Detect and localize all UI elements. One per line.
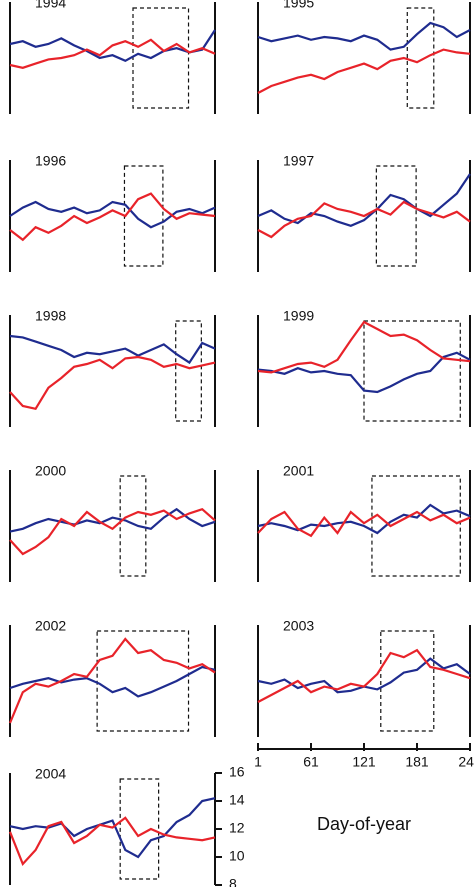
panel-title: 2001 (283, 463, 314, 479)
panel-title: 1998 (35, 308, 66, 324)
highlight-window (119, 778, 160, 880)
series-line (257, 48, 471, 94)
x-tick-label: 181 (405, 754, 429, 770)
series-line (9, 507, 216, 533)
highlight-window (96, 630, 190, 732)
series-line (9, 665, 216, 698)
highlight-window (363, 320, 461, 422)
panel-title: 2000 (35, 463, 66, 479)
series-line (8, 816, 216, 867)
series-line (9, 38, 216, 69)
y-tick-label: 12 (229, 820, 245, 836)
series-line (9, 355, 216, 411)
x-tick-label: 241 (458, 754, 474, 770)
panel-title: 1997 (283, 153, 314, 169)
highlight-window (175, 320, 202, 422)
series-line (257, 510, 471, 538)
highlight-window (371, 475, 461, 577)
panel-title: 2003 (283, 618, 314, 634)
series-line (9, 29, 216, 63)
series-line (257, 21, 471, 51)
series-line (257, 173, 471, 227)
panel-title: 2002 (35, 618, 66, 634)
highlight-window (380, 630, 435, 732)
y-tick-label: 14 (229, 792, 245, 808)
x-tick-label: 121 (352, 754, 376, 770)
series-line (257, 200, 471, 239)
series-line (9, 192, 216, 242)
highlight-window (132, 7, 190, 109)
highlight-window (123, 165, 164, 267)
series-line (8, 637, 216, 724)
panel-title: 1994 (35, 0, 66, 11)
y-tick-label: 10 (229, 848, 245, 864)
y-tick-label: 8 (229, 876, 237, 887)
x-tick-label: 61 (303, 754, 319, 770)
panel-title: 2004 (35, 766, 66, 782)
series-line (9, 797, 216, 859)
panel-title: 1995 (283, 0, 314, 11)
series-line (9, 507, 216, 556)
series-line (257, 320, 471, 374)
y-tick-label: 16 (229, 764, 245, 780)
panel-title: 1996 (35, 153, 66, 169)
series-line (9, 200, 216, 229)
highlight-window (375, 165, 417, 267)
panel-title: 1999 (283, 308, 314, 324)
series-line (257, 503, 471, 535)
series-line (9, 334, 216, 365)
series-line (257, 351, 471, 394)
series-line (257, 648, 471, 703)
x-axis-label: Day-of-year (317, 814, 411, 834)
x-tick-label: 1 (254, 754, 262, 770)
